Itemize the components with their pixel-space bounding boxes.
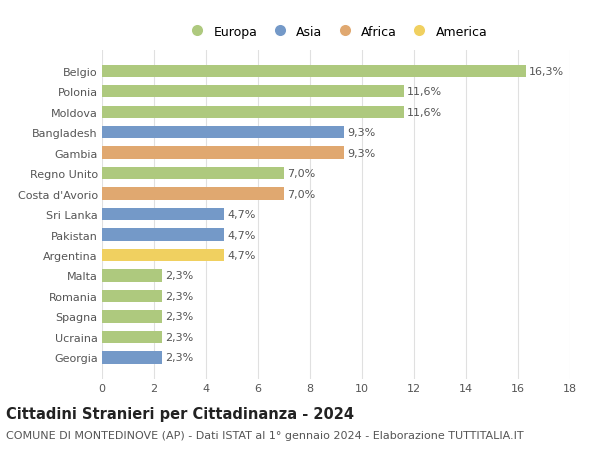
Text: 4,7%: 4,7%	[227, 230, 256, 240]
Bar	[102, 229, 224, 241]
Text: 9,3%: 9,3%	[347, 148, 375, 158]
Text: 2,3%: 2,3%	[165, 271, 193, 281]
Text: 2,3%: 2,3%	[165, 312, 193, 322]
Text: 11,6%: 11,6%	[407, 87, 442, 97]
Bar	[102, 208, 224, 221]
Bar	[102, 311, 162, 323]
Text: 11,6%: 11,6%	[407, 107, 442, 118]
Bar	[102, 290, 162, 302]
Bar	[102, 270, 162, 282]
Bar	[102, 147, 344, 159]
Text: Cittadini Stranieri per Cittadinanza - 2024: Cittadini Stranieri per Cittadinanza - 2…	[6, 406, 354, 421]
Text: COMUNE DI MONTEDINOVE (AP) - Dati ISTAT al 1° gennaio 2024 - Elaborazione TUTTIT: COMUNE DI MONTEDINOVE (AP) - Dati ISTAT …	[6, 431, 524, 441]
Bar	[102, 352, 162, 364]
Bar	[102, 86, 404, 98]
Text: 2,3%: 2,3%	[165, 291, 193, 301]
Bar	[102, 168, 284, 180]
Bar	[102, 127, 344, 139]
Text: 7,0%: 7,0%	[287, 189, 316, 199]
Bar	[102, 65, 526, 78]
Bar	[102, 331, 162, 343]
Text: 4,7%: 4,7%	[227, 251, 256, 260]
Text: 16,3%: 16,3%	[529, 67, 564, 77]
Text: 2,3%: 2,3%	[165, 353, 193, 363]
Bar	[102, 106, 404, 118]
Legend: Europa, Asia, Africa, America: Europa, Asia, Africa, America	[179, 21, 493, 44]
Text: 4,7%: 4,7%	[227, 210, 256, 219]
Bar	[102, 188, 284, 200]
Text: 9,3%: 9,3%	[347, 128, 375, 138]
Bar	[102, 249, 224, 262]
Text: 7,0%: 7,0%	[287, 169, 316, 179]
Text: 2,3%: 2,3%	[165, 332, 193, 342]
